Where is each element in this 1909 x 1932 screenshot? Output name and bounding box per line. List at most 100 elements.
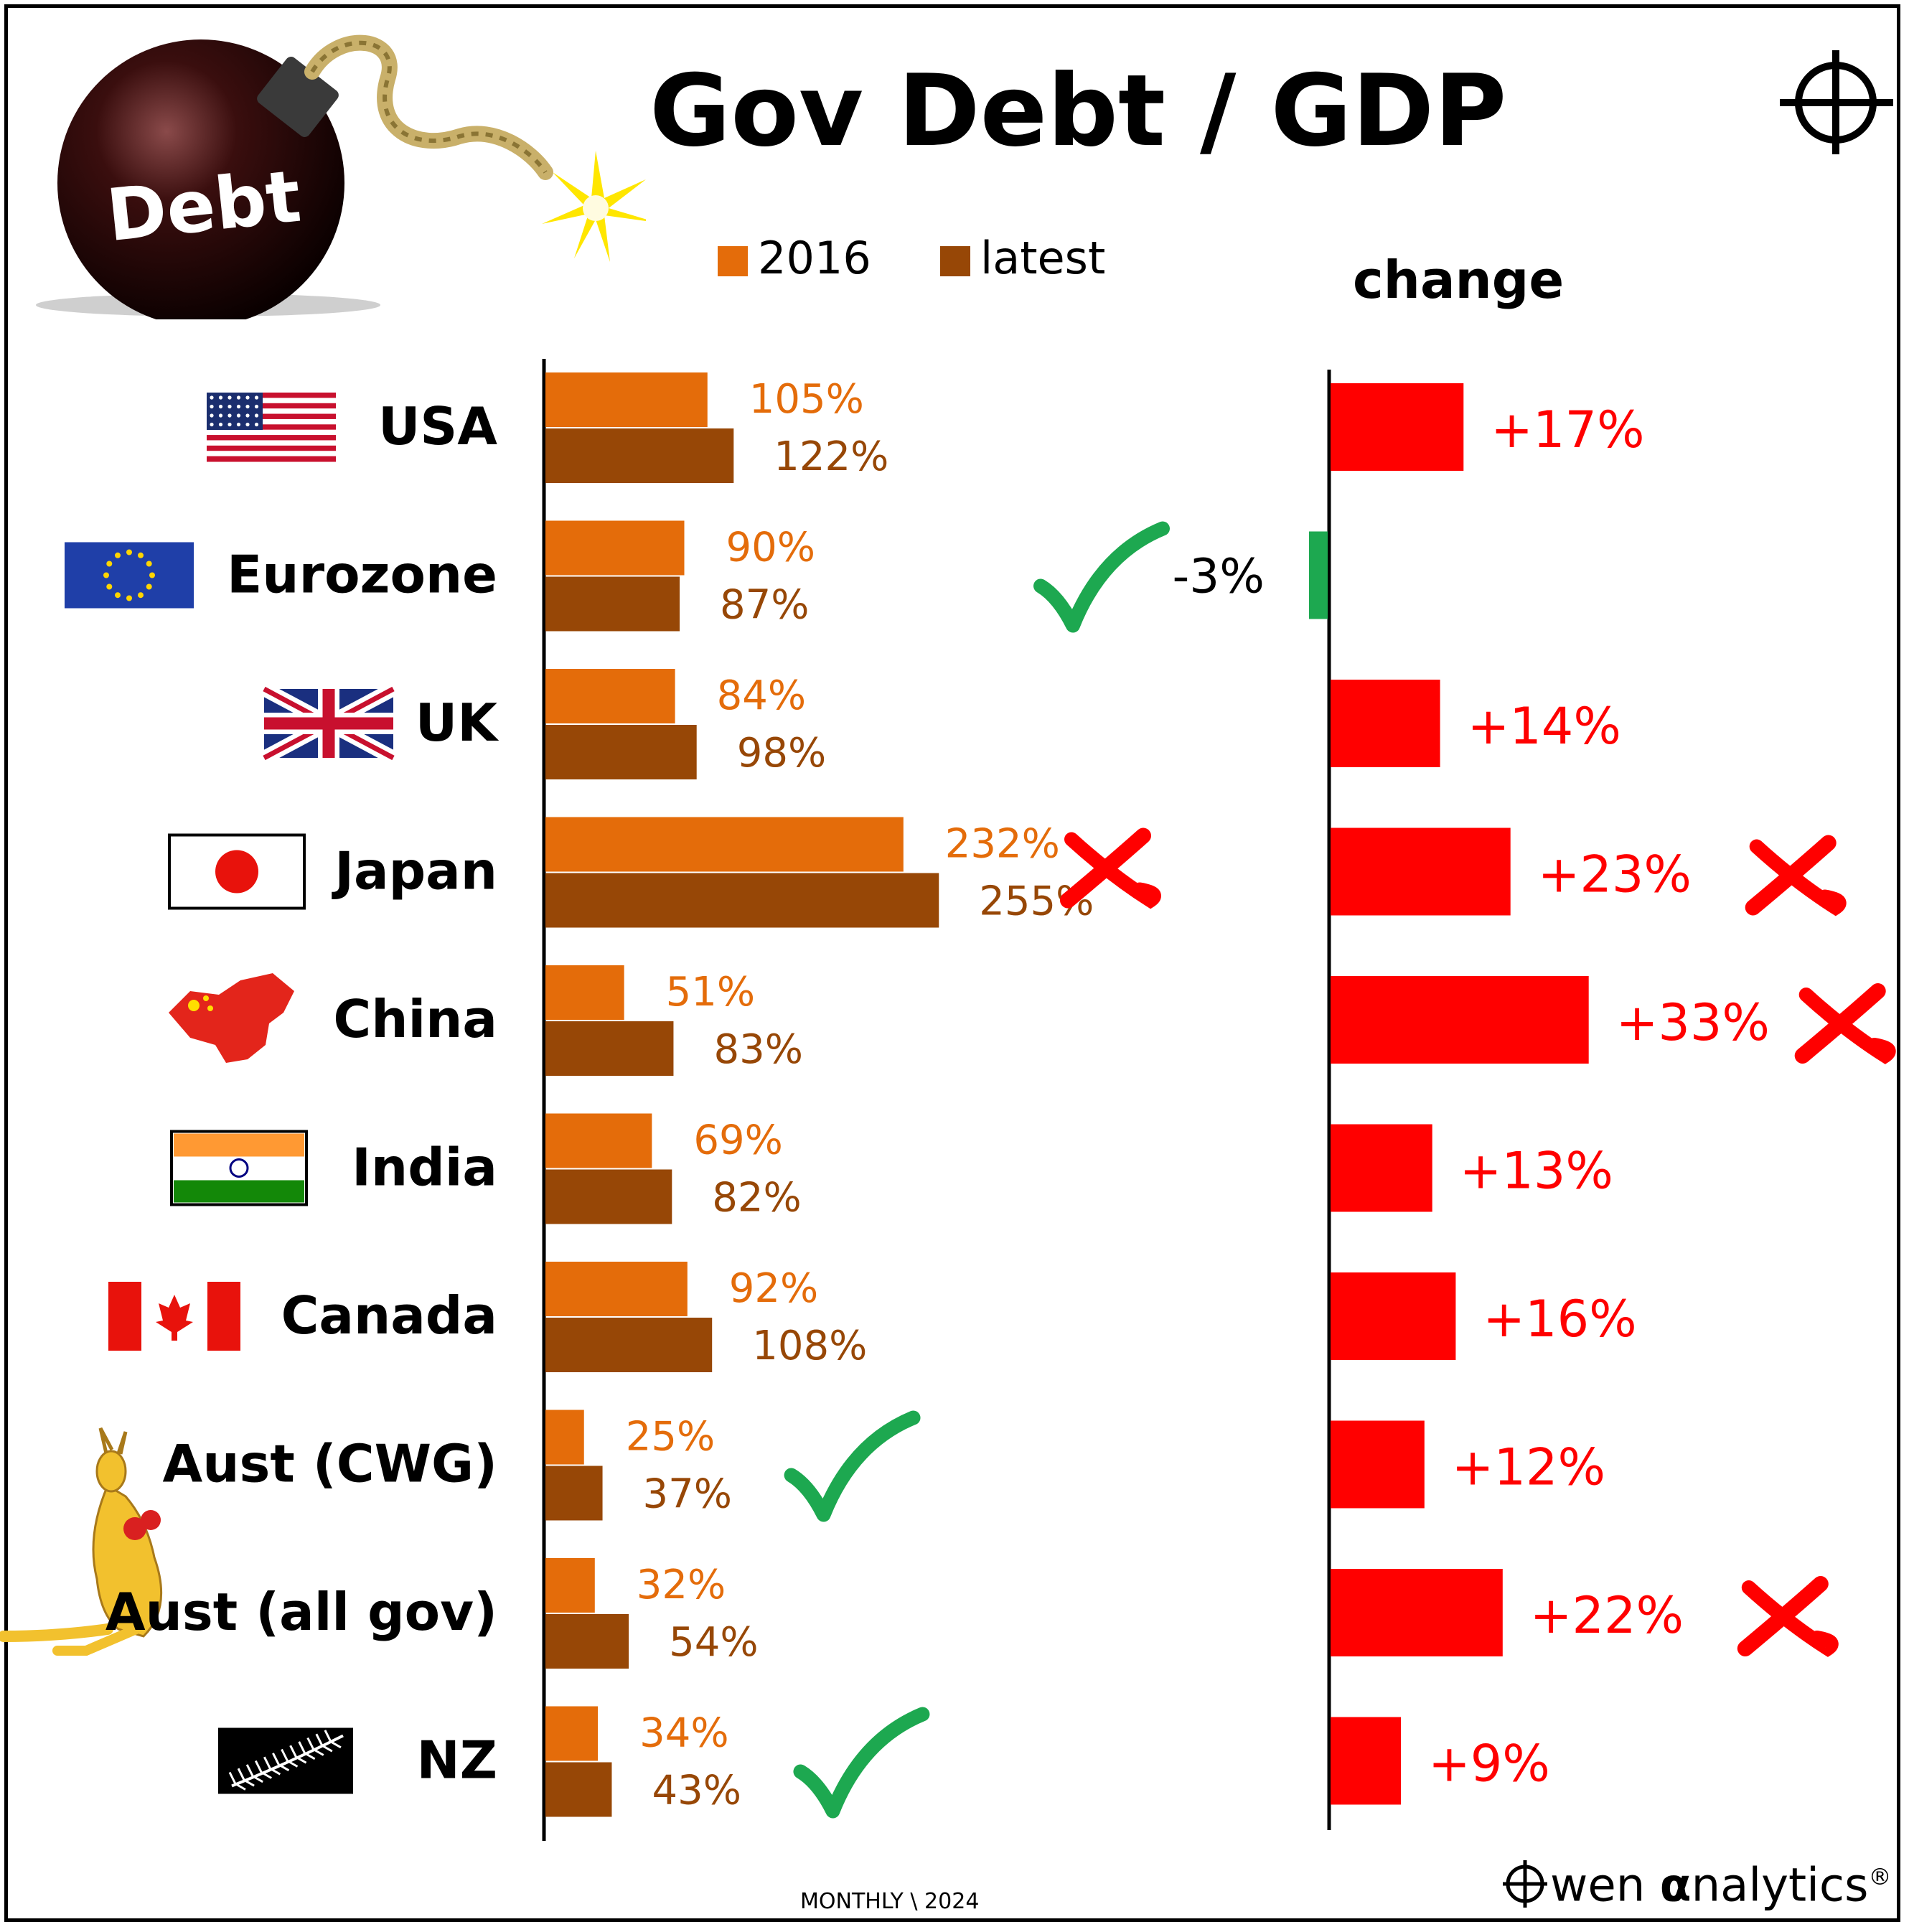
kangaroo-leg [52,1624,141,1656]
category-label: Eurozone [227,545,497,605]
fern-leaf [286,1760,299,1768]
china-star [188,1000,200,1011]
flag-star [254,422,259,427]
flag-star [228,404,232,409]
change-bar [1331,680,1440,767]
legend-item-2016: 2016 [718,230,871,287]
flag-star [236,404,241,409]
flag-china-map [169,973,294,1063]
data-label-2016: 25% [626,1414,715,1460]
fern-leaf [298,1741,306,1754]
fern-leaf [237,1768,245,1781]
bar-latest [545,725,697,779]
row-eurozone: Eurozone 90% 87% -3% [227,520,1328,632]
flag-star [210,395,214,400]
flag-star [106,561,113,567]
change-cross-mark-icon-stroke-1 [1741,1580,1839,1657]
fern-leaf [252,1775,263,1783]
legend-swatch-2016 [718,246,748,276]
category-label: USA [378,396,497,456]
change-cross-mark-icon-stroke-2 [1745,835,1837,916]
data-label-latest: 54% [669,1619,758,1666]
flag-chakra [229,1158,249,1178]
kangaroo-ears [98,1427,128,1455]
flag-star [126,595,132,601]
bar-2016 [545,817,904,872]
flag-star [245,413,250,418]
data-label-2016: 34% [639,1710,728,1757]
flag-canada-flag [108,1282,240,1351]
legend-label-2016: 2016 [758,232,871,284]
flag-star [236,422,241,427]
data-label-2016: 105% [749,376,864,423]
flag-stripe [207,445,336,451]
flag-star [103,572,109,578]
bar-latest [545,428,734,483]
category-label: Aust (CWG) [163,1434,498,1494]
change-label: +14% [1468,697,1621,756]
category-label: China [333,989,497,1049]
bar-2016 [545,669,675,723]
flag-uk-flag [261,683,397,764]
data-label-latest: 83% [713,1026,802,1073]
row-japan: Japan 232%255% +23% [331,817,1692,928]
flag-star [106,583,113,590]
flag-stripe [207,456,336,462]
flag-star [245,422,250,427]
brand-text-nalytics: nalytics [1691,1859,1869,1913]
change-cross-mark-icon-stroke-2 [1794,983,1886,1064]
flag-band-left [108,1282,141,1351]
debt-logo-text: Debt [103,154,304,258]
flag-star [228,395,232,400]
fern-leaf [263,1756,271,1769]
check-mark-icon [784,1410,921,1522]
fern-leaf [228,1771,237,1785]
change-label: +13% [1460,1142,1613,1201]
data-label-latest: 108% [752,1323,867,1369]
brand-alpha: α [1659,1859,1692,1913]
flag-star [254,413,259,418]
change-label: +9% [1428,1735,1550,1793]
change-label: +22% [1530,1586,1684,1645]
flag-stripe [207,403,336,409]
data-label-latest: 87% [720,582,809,629]
kangaroo-body [92,1483,163,1638]
category-label: Canada [281,1285,497,1346]
fern-leaf [243,1778,255,1787]
chart-frame [4,4,1900,1922]
registered-mark: ® [1868,1863,1892,1890]
flag-eu-flag [65,542,194,609]
category-label: India [352,1138,497,1198]
change-cross-mark-icon-stroke-1 [1798,988,1896,1064]
fern-leaf [261,1771,272,1779]
flag-star [115,592,121,599]
flag-star [245,395,250,400]
category-label: Aust (all gov) [105,1582,497,1642]
fern-leaf [330,1740,342,1749]
change-header: change [1353,250,1565,310]
flag-star [218,413,223,418]
category-label: Japan [331,841,497,901]
row-uk: UK 84% 98% +14% [416,669,1621,779]
flag-star [254,395,259,400]
data-label-latest: 37% [643,1471,732,1518]
change-label: +12% [1452,1438,1605,1497]
row-canada: Canada 92% 108% +16% [281,1262,1637,1372]
bar-latest [545,1762,612,1817]
flag-star [210,404,214,409]
flag-star [245,404,250,409]
boxing-glove [141,1510,161,1530]
data-label-2016: 232% [945,821,1060,868]
change-label: +23% [1538,845,1692,904]
flag-star [228,422,232,427]
flag-star [210,422,214,427]
change-bar [1331,1717,1402,1805]
flag-star [146,561,152,567]
row-china: China 51% 83% +33% [333,965,1770,1076]
flag-nz-fern-flag [218,1727,353,1794]
flag-star [138,552,144,558]
cross-mark-icon [1060,827,1161,909]
fern-leaf [313,1748,324,1756]
fern-leaf [324,1730,332,1743]
